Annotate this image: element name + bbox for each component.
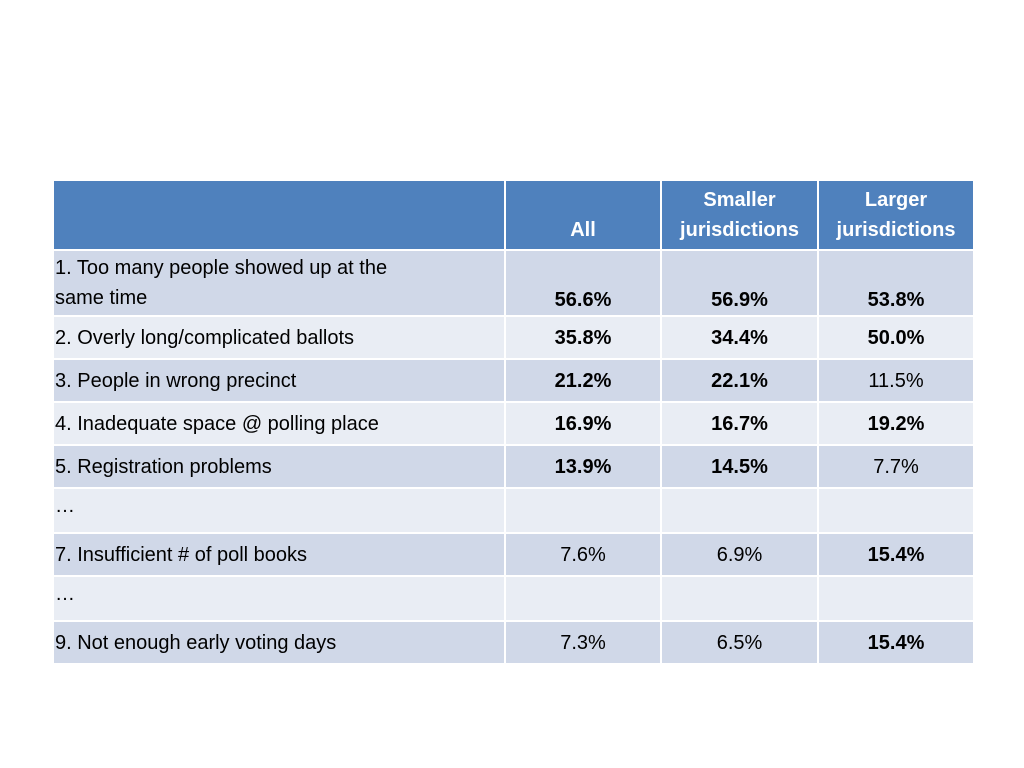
cell-smaller: 6.9% xyxy=(660,532,819,577)
cell-larger: 15.4% xyxy=(817,620,975,665)
row-label: 1. Too many people showed up at the same … xyxy=(52,249,506,317)
cell-larger xyxy=(817,575,975,622)
row-label: 5. Registration problems xyxy=(52,444,506,489)
cell-larger: 15.4% xyxy=(817,532,975,577)
cell-all: 56.6% xyxy=(504,249,662,317)
cell-smaller: 16.7% xyxy=(660,401,819,446)
cell-larger xyxy=(817,487,975,534)
row-label: 4. Inadequate space @ polling place xyxy=(52,401,506,446)
header-row: All Smaller jurisdictions Larger jurisdict… xyxy=(52,179,975,251)
cell-larger: 50.0% xyxy=(817,315,975,360)
cell-all xyxy=(504,575,662,622)
row-label: 2. Overly long/complicated ballots xyxy=(52,315,506,360)
table-row: 1. Too many people showed up at the same … xyxy=(52,249,975,317)
header-label-cell xyxy=(52,179,506,251)
cell-all: 13.9% xyxy=(504,444,662,489)
row-label: … xyxy=(52,487,506,534)
table-row: 5. Registration problems 13.9% 14.5% 7.7… xyxy=(52,444,975,489)
header-all: All xyxy=(504,179,662,251)
cell-all xyxy=(504,487,662,534)
row-label: 9. Not enough early voting days xyxy=(52,620,506,665)
cell-all: 16.9% xyxy=(504,401,662,446)
table-row: 9. Not enough early voting days 7.3% 6.5… xyxy=(52,620,975,665)
header-smaller: Smaller jurisdictions xyxy=(660,179,819,251)
table-row: 4. Inadequate space @ polling place 16.9… xyxy=(52,401,975,446)
cell-larger: 7.7% xyxy=(817,444,975,489)
table-row: … xyxy=(52,487,975,534)
table-row: 2. Overly long/complicated ballots 35.8%… xyxy=(52,315,975,360)
cell-smaller: 34.4% xyxy=(660,315,819,360)
cell-larger: 19.2% xyxy=(817,401,975,446)
row-label: 3. People in wrong precinct xyxy=(52,358,506,403)
cell-smaller: 56.9% xyxy=(660,249,819,317)
row-label: 7. Insufficient # of poll books xyxy=(52,532,506,577)
cell-all: 7.6% xyxy=(504,532,662,577)
cell-smaller xyxy=(660,487,819,534)
cell-smaller: 22.1% xyxy=(660,358,819,403)
header-larger: Larger jurisdictions xyxy=(817,179,975,251)
cell-smaller xyxy=(660,575,819,622)
cell-all: 21.2% xyxy=(504,358,662,403)
cell-all: 35.8% xyxy=(504,315,662,360)
table-row: 7. Insufficient # of poll books 7.6% 6.9… xyxy=(52,532,975,577)
row-label: … xyxy=(52,575,506,622)
cell-smaller: 14.5% xyxy=(660,444,819,489)
cell-larger: 53.8% xyxy=(817,249,975,317)
cell-all: 7.3% xyxy=(504,620,662,665)
table-row: … xyxy=(52,575,975,622)
table-row: 3. People in wrong precinct 21.2% 22.1% … xyxy=(52,358,975,403)
cell-smaller: 6.5% xyxy=(660,620,819,665)
problems-table: All Smaller jurisdictions Larger jurisdict… xyxy=(52,179,975,665)
cell-larger: 11.5% xyxy=(817,358,975,403)
